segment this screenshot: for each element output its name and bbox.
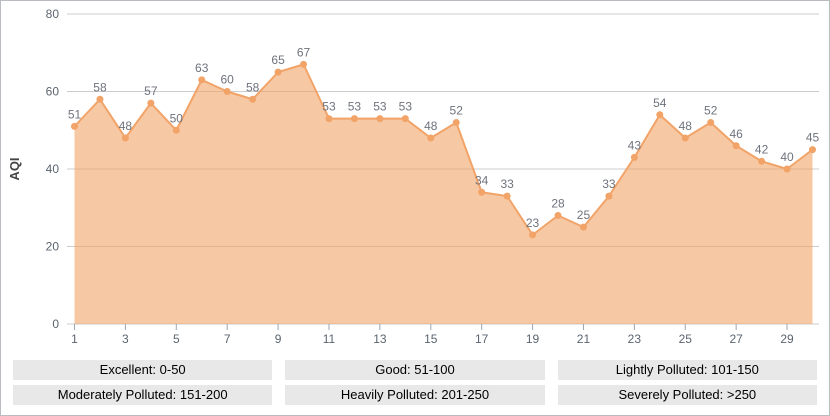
x-axis-tick-label: 17 bbox=[475, 332, 489, 346]
data-point[interactable] bbox=[732, 142, 740, 150]
legend-item-lightly-polluted: Lightly Polluted: 101-150 bbox=[557, 360, 817, 380]
data-point[interactable] bbox=[249, 95, 257, 103]
data-point[interactable] bbox=[758, 157, 766, 165]
data-point-label: 53 bbox=[348, 100, 362, 114]
data-point-label: 54 bbox=[653, 96, 667, 110]
data-point-label: 52 bbox=[450, 104, 464, 118]
data-point[interactable] bbox=[656, 111, 664, 119]
data-point-label: 65 bbox=[271, 53, 285, 67]
y-axis-tick-label: 20 bbox=[46, 240, 60, 254]
data-point[interactable] bbox=[427, 134, 435, 142]
data-point[interactable] bbox=[503, 192, 511, 200]
y-axis-tick-label: 0 bbox=[52, 317, 59, 331]
legend-item-excellent: Excellent: 0-50 bbox=[13, 360, 273, 380]
data-point[interactable] bbox=[681, 134, 689, 142]
legend-item-severely-polluted: Severely Polluted: >250 bbox=[557, 385, 817, 405]
x-axis-tick-label: 11 bbox=[323, 332, 336, 346]
y-axis-title: AQI bbox=[7, 157, 22, 180]
data-point-label: 46 bbox=[729, 127, 743, 141]
x-axis-tick-label: 15 bbox=[424, 332, 438, 346]
data-point[interactable] bbox=[401, 115, 409, 123]
data-point-label: 53 bbox=[373, 100, 387, 114]
data-point[interactable] bbox=[325, 115, 333, 123]
data-point-label: 67 bbox=[297, 45, 311, 59]
data-point-label: 57 bbox=[144, 84, 158, 98]
data-point-label: 34 bbox=[475, 173, 489, 187]
data-point[interactable] bbox=[579, 223, 587, 231]
data-point-label: 48 bbox=[679, 119, 693, 133]
data-point[interactable] bbox=[605, 192, 613, 200]
data-point[interactable] bbox=[376, 115, 384, 123]
data-point[interactable] bbox=[554, 212, 562, 219]
data-point-label: 53 bbox=[399, 100, 413, 114]
data-point-label: 48 bbox=[424, 119, 438, 133]
data-point[interactable] bbox=[350, 115, 358, 123]
data-point[interactable] bbox=[809, 146, 816, 154]
legend-item-moderately-polluted: Moderately Polluted: 151-200 bbox=[13, 385, 273, 405]
data-point[interactable] bbox=[223, 88, 231, 95]
data-point-label: 43 bbox=[628, 138, 642, 152]
data-point[interactable] bbox=[630, 153, 638, 161]
data-point-label: 51 bbox=[68, 107, 82, 121]
legend-item-heavily-polluted: Heavily Polluted: 201-250 bbox=[285, 385, 545, 405]
series-line bbox=[73, 63, 814, 236]
data-point-label: 52 bbox=[704, 104, 718, 118]
x-axis-tick-label: 23 bbox=[628, 332, 642, 346]
data-point-label: 50 bbox=[170, 111, 184, 125]
data-point-label: 23 bbox=[526, 216, 540, 230]
data-point-label: 33 bbox=[602, 177, 616, 191]
x-axis-tick-label: 9 bbox=[275, 332, 282, 346]
data-point-label: 60 bbox=[221, 73, 235, 87]
data-point[interactable] bbox=[274, 68, 282, 76]
x-axis-tick-label: 3 bbox=[122, 332, 129, 346]
data-point[interactable] bbox=[71, 122, 78, 130]
data-point-label: 33 bbox=[500, 177, 514, 191]
data-point[interactable] bbox=[452, 119, 460, 126]
data-point[interactable] bbox=[529, 231, 537, 239]
y-axis-tick-label: 40 bbox=[46, 162, 60, 176]
x-axis-tick-label: 1 bbox=[71, 332, 78, 346]
x-axis-tick-label: 7 bbox=[224, 332, 231, 346]
data-point[interactable] bbox=[783, 165, 791, 173]
data-point-label: 48 bbox=[119, 119, 133, 133]
data-point[interactable] bbox=[121, 134, 129, 142]
data-point-label: 40 bbox=[780, 150, 794, 164]
data-point-label: 58 bbox=[93, 80, 107, 94]
x-axis-tick-label: 19 bbox=[526, 332, 540, 346]
y-axis-tick-label: 60 bbox=[46, 85, 60, 99]
data-point-label: 53 bbox=[322, 100, 336, 114]
x-axis-tick-label: 21 bbox=[577, 332, 591, 346]
data-point[interactable] bbox=[478, 188, 486, 196]
data-point[interactable] bbox=[198, 76, 206, 84]
area-fill bbox=[74, 64, 813, 324]
data-point-label: 28 bbox=[551, 197, 565, 211]
y-axis-tick-label: 80 bbox=[46, 7, 60, 21]
x-axis-tick-label: 27 bbox=[729, 332, 743, 346]
x-axis-tick-label: 29 bbox=[780, 332, 794, 346]
data-point[interactable] bbox=[300, 60, 308, 68]
data-point-label: 63 bbox=[195, 61, 209, 75]
data-point-label: 58 bbox=[246, 80, 260, 94]
data-point[interactable] bbox=[147, 99, 155, 107]
data-point[interactable] bbox=[172, 126, 180, 134]
x-axis-tick-label: 13 bbox=[373, 332, 387, 346]
data-point[interactable] bbox=[96, 95, 104, 103]
data-point[interactable] bbox=[707, 119, 715, 126]
x-axis-tick-label: 25 bbox=[679, 332, 693, 346]
data-point-label: 42 bbox=[755, 142, 769, 156]
x-axis-tick-label: 5 bbox=[173, 332, 180, 346]
data-point-label: 45 bbox=[806, 131, 820, 145]
aqi-legend: Excellent: 0-50 Good: 51-100 Lightly Pol… bbox=[13, 360, 817, 405]
data-point-label: 25 bbox=[577, 208, 591, 222]
legend-item-good: Good: 51-100 bbox=[285, 360, 545, 380]
